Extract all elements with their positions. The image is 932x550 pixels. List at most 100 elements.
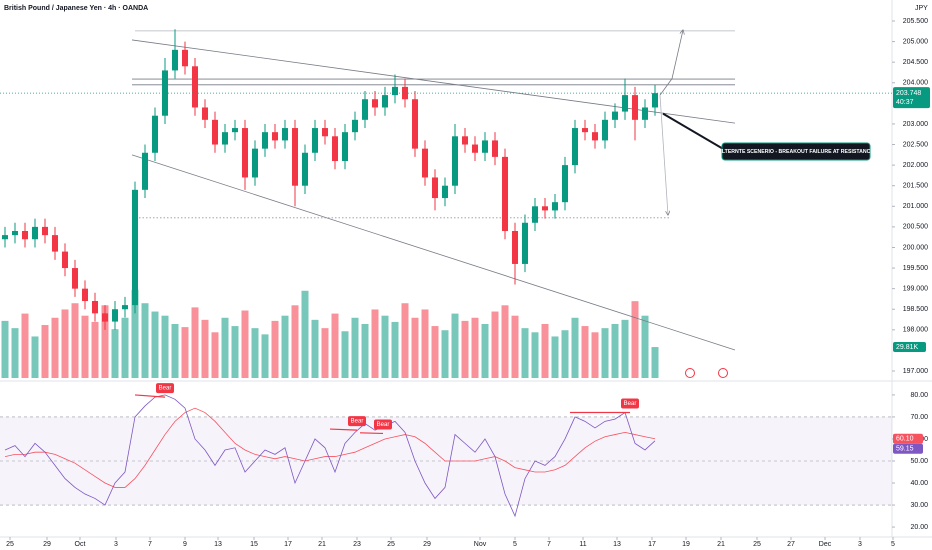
y-tick-label: 199.000 xyxy=(903,285,928,292)
x-tick-label: 3 xyxy=(114,541,118,548)
candle-body xyxy=(242,128,248,178)
volume-bar xyxy=(141,303,149,378)
candle-body xyxy=(462,136,468,145)
x-tick-label: 21 xyxy=(318,541,326,548)
icon[interactable] xyxy=(718,368,728,378)
candle-body xyxy=(282,128,288,141)
candle-body xyxy=(562,165,568,203)
x-tick-label: 25 xyxy=(6,541,14,548)
volume-bar xyxy=(11,328,19,378)
volume-bar xyxy=(511,315,519,378)
y-tick-label: 198.500 xyxy=(903,306,928,313)
y-tick-label: 202.000 xyxy=(903,162,928,169)
candle-body xyxy=(512,231,518,264)
candle-body xyxy=(362,99,368,120)
candle-body xyxy=(352,119,358,133)
volume-bar xyxy=(471,317,479,378)
candle-body xyxy=(582,128,588,133)
volume-bar xyxy=(341,331,349,378)
signal-label: Bear xyxy=(377,422,390,428)
volume-bar xyxy=(411,317,419,378)
volume-bar xyxy=(581,326,589,378)
candle-body xyxy=(602,119,608,141)
candle-body xyxy=(62,251,68,269)
candle-body xyxy=(252,148,258,178)
candle-body xyxy=(332,136,338,161)
x-tick-label: 7 xyxy=(547,541,551,548)
y-tick-label: 204.500 xyxy=(903,59,928,66)
candle-body xyxy=(292,128,298,186)
volume-bar xyxy=(41,325,49,378)
volume-bar xyxy=(101,305,109,378)
candle-body xyxy=(112,309,118,322)
x-tick-label: Dec xyxy=(819,541,832,548)
volume-bar xyxy=(501,305,509,378)
candle-body xyxy=(232,128,238,133)
candle-body xyxy=(372,99,378,108)
candle-body xyxy=(102,313,108,322)
candle-body xyxy=(472,144,478,153)
y-tick-label: 20.00 xyxy=(910,524,928,531)
volume-bar xyxy=(611,324,619,378)
volume-bar xyxy=(221,317,229,378)
volume-bar xyxy=(441,330,449,378)
annotation-connector xyxy=(662,112,726,151)
candle-body xyxy=(392,86,398,96)
candle-body xyxy=(52,235,58,252)
signal-label: Bear xyxy=(351,419,364,425)
volume-bar xyxy=(631,301,639,378)
candle-body xyxy=(432,177,438,199)
candle-body xyxy=(632,95,638,120)
currency-label: JPY xyxy=(915,5,928,12)
tool-icons[interactable] xyxy=(685,368,728,378)
x-tick-label: 5 xyxy=(513,541,517,548)
candle-body xyxy=(532,206,538,223)
volume-bar xyxy=(551,336,559,378)
volume-bar xyxy=(371,309,379,378)
candle-body xyxy=(572,128,578,166)
x-tick-label: Nov xyxy=(474,541,487,548)
x-tick-label: 25 xyxy=(387,541,395,548)
candle-body xyxy=(2,235,8,240)
trend-line xyxy=(659,95,668,215)
volume-bar xyxy=(171,324,179,378)
y-tick-label: 201.500 xyxy=(903,183,928,190)
candle-body xyxy=(322,128,328,137)
x-tick-label: 23 xyxy=(353,541,361,548)
volume-bar xyxy=(1,320,9,378)
candle-body xyxy=(342,132,348,161)
y-tick-label: 204.000 xyxy=(903,80,928,87)
volume-bar xyxy=(211,332,219,378)
candle-body xyxy=(142,152,148,190)
volume-bar xyxy=(311,319,319,378)
volume-label-box xyxy=(893,342,926,353)
x-tick-label: 29 xyxy=(43,541,51,548)
y-tick-label: 200.000 xyxy=(903,244,928,251)
signal-box xyxy=(374,419,392,430)
signal-label: Bear xyxy=(159,386,172,392)
y-tick-label: 80.00 xyxy=(910,392,928,399)
volume-bar xyxy=(561,330,569,378)
candle-body xyxy=(122,305,128,310)
ma-label-box xyxy=(893,433,923,444)
candle-body xyxy=(452,136,458,186)
x-tick-label: 25 xyxy=(753,541,761,548)
volume-label: 29.81K xyxy=(896,344,919,351)
chart-title: British Pound / Japanese Yen · 4h · OAND… xyxy=(4,5,148,12)
icon[interactable] xyxy=(685,368,695,378)
trend-line xyxy=(131,154,736,351)
candle-body xyxy=(622,95,628,112)
candle-body xyxy=(12,231,18,236)
candle-body xyxy=(202,107,208,120)
volume-bar xyxy=(521,328,529,378)
x-tick-label: Oct xyxy=(75,541,86,548)
y-tick-label: 199.500 xyxy=(903,265,928,272)
rsi-label: 59.15 xyxy=(896,446,914,453)
candle-body xyxy=(382,95,388,108)
x-tick-label: 13 xyxy=(214,541,222,548)
volume-bar xyxy=(111,329,119,378)
candle-body xyxy=(22,231,28,240)
x-tick-label: 3 xyxy=(858,541,862,548)
